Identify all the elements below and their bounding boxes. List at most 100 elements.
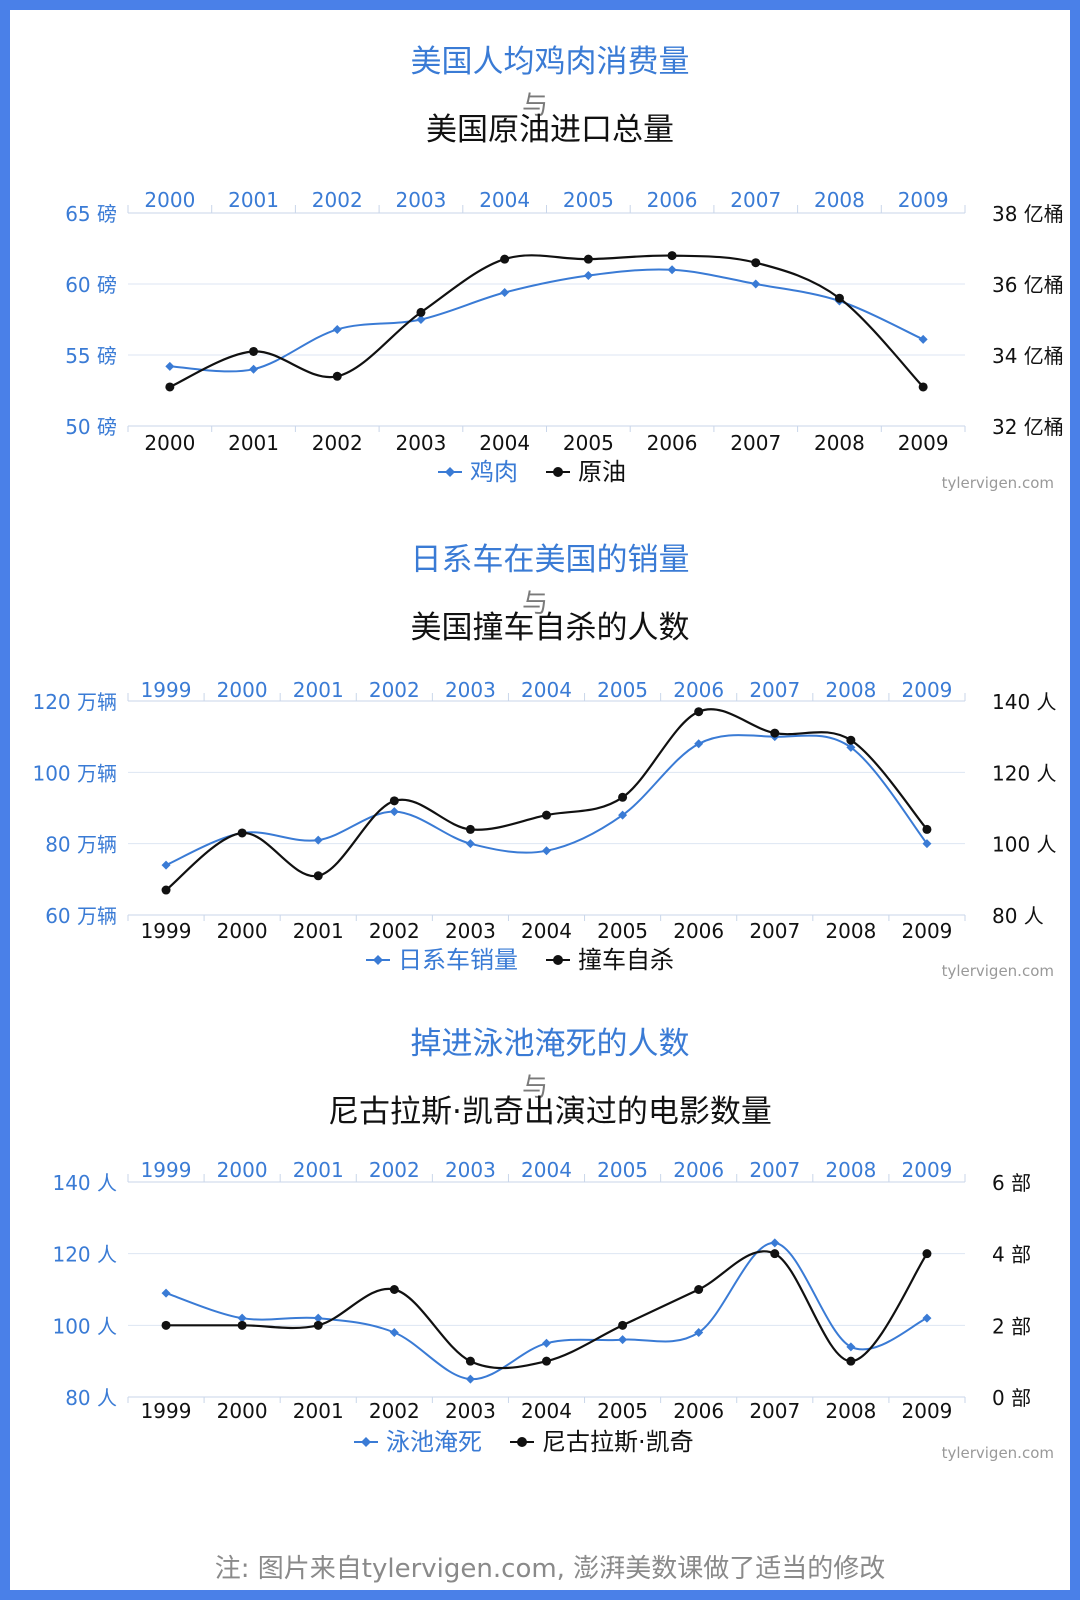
data-point-diamond xyxy=(389,807,399,817)
chart-title-top: 美国人均鸡肉消费量 xyxy=(411,44,690,80)
x-bottom-tick-label: 2001 xyxy=(228,431,279,455)
x-top-tick-label: 2003 xyxy=(445,678,496,702)
data-point-circle xyxy=(751,258,761,268)
x-bottom-tick-label: 2006 xyxy=(647,431,698,455)
x-bottom-tick-label: 2002 xyxy=(369,919,420,943)
data-point-circle xyxy=(667,251,677,261)
data-point-circle xyxy=(918,382,928,392)
x-top-tick-label: 2004 xyxy=(521,678,572,702)
data-point-diamond xyxy=(846,742,856,752)
series-line-left xyxy=(169,268,924,373)
data-point-diamond xyxy=(694,1328,704,1337)
x-top-tick-label: 2006 xyxy=(673,678,724,702)
data-point-diamond xyxy=(249,364,259,374)
y-left-tick-label: 140 人 xyxy=(52,1171,117,1195)
data-point-diamond xyxy=(922,839,932,849)
legend-label: 撞车自杀 xyxy=(578,946,674,974)
data-point-circle xyxy=(332,371,342,381)
data-point-diamond xyxy=(751,279,761,289)
x-bottom-tick-label: 2005 xyxy=(597,919,648,943)
x-top-tick-label: 2002 xyxy=(369,678,420,702)
data-point-diamond xyxy=(313,835,323,845)
watermark: tylervigen.com xyxy=(942,474,1054,492)
x-bottom-tick-label: 2008 xyxy=(814,431,865,455)
data-point-circle xyxy=(500,254,510,264)
x-bottom-tick-label: 2004 xyxy=(479,431,530,455)
data-point-circle xyxy=(165,382,175,392)
data-point-diamond xyxy=(542,1338,551,1348)
x-bottom-tick-label: 2003 xyxy=(445,919,496,943)
x-bottom-tick-label: 1999 xyxy=(141,919,192,943)
x-top-tick-label: 2006 xyxy=(673,1158,724,1182)
legend-marker-diamond xyxy=(445,467,455,477)
y-left-tick-label: 80 人 xyxy=(65,1386,117,1410)
x-top-tick-label: 2007 xyxy=(749,678,800,702)
x-bottom-tick-label: 2006 xyxy=(673,919,724,943)
y-left-tick-label: 120 万辆 xyxy=(32,690,117,714)
y-left-tick-label: 60 磅 xyxy=(65,273,117,297)
x-bottom-tick-label: 2008 xyxy=(825,919,876,943)
data-point-circle xyxy=(237,828,247,838)
chart-title-top: 掉进泳池淹死的人数 xyxy=(411,1026,690,1062)
data-point-diamond xyxy=(770,1238,780,1248)
x-top-tick-label: 1999 xyxy=(141,1158,192,1182)
x-top-tick-label: 2007 xyxy=(730,188,781,212)
y-right-tick-label: 34 亿桶 xyxy=(992,344,1064,368)
data-point-diamond xyxy=(237,1313,247,1323)
y-right-tick-label: 120 人 xyxy=(992,761,1057,785)
x-bottom-tick-label: 2009 xyxy=(902,919,953,943)
y-right-tick-label: 2 部 xyxy=(992,1314,1031,1338)
series-line-right xyxy=(169,254,924,388)
y-right-tick-label: 38 亿桶 xyxy=(992,202,1064,226)
x-top-tick-label: 2002 xyxy=(312,188,363,212)
data-point-diamond xyxy=(542,846,551,856)
legend-label: 鸡肉 xyxy=(470,458,518,486)
data-point-circle xyxy=(465,1356,475,1366)
chart-title-bottom: 尼古拉斯·凯奇出演过的电影数量 xyxy=(328,1094,772,1130)
data-point-diamond xyxy=(161,1288,171,1298)
chart-title-top: 日系车在美国的销量 xyxy=(411,542,690,578)
x-top-tick-label: 2004 xyxy=(479,188,530,212)
data-point-circle xyxy=(694,707,704,717)
data-point-circle xyxy=(846,735,856,745)
legend-label: 日系车销量 xyxy=(398,946,518,974)
y-left-tick-label: 100 人 xyxy=(52,1314,117,1338)
y-left-tick-label: 65 磅 xyxy=(65,202,117,226)
x-bottom-tick-label: 2007 xyxy=(749,919,800,943)
data-point-circle xyxy=(846,1356,856,1366)
x-top-tick-label: 2004 xyxy=(521,1158,572,1182)
data-point-circle xyxy=(834,293,844,303)
data-point-circle xyxy=(694,1285,704,1294)
y-left-tick-label: 120 人 xyxy=(52,1243,117,1267)
x-top-tick-label: 2000 xyxy=(217,1158,268,1182)
x-top-tick-label: 2000 xyxy=(217,678,268,702)
x-bottom-tick-label: 2004 xyxy=(521,919,572,943)
x-bottom-tick-label: 2000 xyxy=(144,431,195,455)
legend-marker-circle xyxy=(553,467,563,477)
y-right-tick-label: 4 部 xyxy=(992,1243,1031,1267)
y-left-tick-label: 50 磅 xyxy=(65,415,117,439)
data-point-diamond xyxy=(332,324,342,334)
x-bottom-tick-label: 2005 xyxy=(597,1399,648,1423)
y-right-tick-label: 80 人 xyxy=(992,904,1044,928)
watermark: tylervigen.com xyxy=(942,962,1054,980)
data-point-circle xyxy=(249,346,259,356)
footnote: 注: 图片来自tylervigen.com, 澎湃美数课做了适当的修改 xyxy=(214,1554,886,1584)
chart-title-join: 与 xyxy=(522,91,548,121)
data-point-circle xyxy=(161,885,171,895)
legend-label: 尼古拉斯·凯奇 xyxy=(542,1428,694,1456)
x-top-tick-label: 2001 xyxy=(293,678,344,702)
data-point-diamond xyxy=(618,1335,628,1345)
legend-marker-circle xyxy=(553,955,563,965)
x-top-tick-label: 2005 xyxy=(597,678,648,702)
y-right-tick-label: 140 人 xyxy=(992,690,1057,714)
x-bottom-tick-label: 2009 xyxy=(902,1399,953,1423)
x-bottom-tick-label: 2003 xyxy=(445,1399,496,1423)
y-right-tick-label: 32 亿桶 xyxy=(992,415,1064,439)
x-bottom-tick-label: 2001 xyxy=(293,1399,344,1423)
x-bottom-tick-label: 2006 xyxy=(673,1399,724,1423)
legend-marker-circle xyxy=(517,1437,527,1447)
chart-title-join: 与 xyxy=(522,1073,548,1103)
